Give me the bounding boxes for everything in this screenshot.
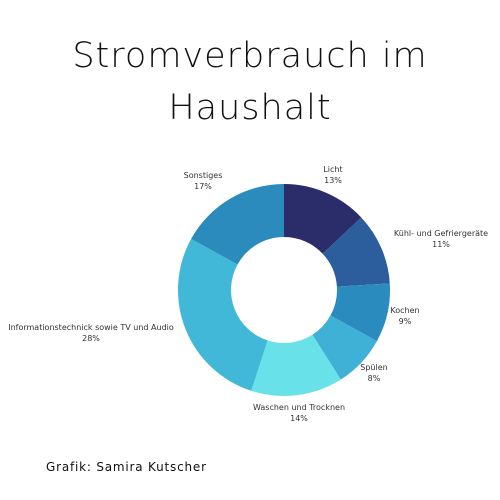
slice-category-label: Informationstechnick sowie TV und Audio bbox=[8, 323, 174, 332]
slice-category-label: Kühl- und Gefriergeräte bbox=[394, 229, 488, 238]
slice-value-label: 14% bbox=[290, 414, 308, 423]
slice-category-label: Kochen bbox=[390, 306, 419, 315]
chart-title-line-1: Stromverbrauch im bbox=[72, 36, 428, 76]
donut-slice-2 bbox=[322, 217, 390, 287]
slice-labels: Licht 13% Kühl- und Gefriergeräte 11% Kochen… bbox=[8, 165, 488, 423]
slice-value-label: 11% bbox=[432, 240, 450, 249]
slice-value-label: 8% bbox=[368, 374, 381, 383]
slice-category-label: Waschen und Trocknen bbox=[253, 403, 345, 412]
donut-slice-4 bbox=[312, 315, 377, 380]
donut-slice-7 bbox=[191, 184, 284, 265]
donut-slice-5 bbox=[251, 334, 341, 396]
slice-value-label: 13% bbox=[324, 176, 342, 185]
slice-category-label: Spülen bbox=[360, 363, 387, 372]
donut-slice-6 bbox=[178, 238, 268, 391]
donut-slice-1 bbox=[284, 184, 362, 254]
chart-credit: Grafik: Samira Kutscher bbox=[46, 460, 207, 474]
slice-value-label: 9% bbox=[399, 317, 412, 326]
donut-slice-3 bbox=[330, 283, 390, 342]
donut-slices bbox=[178, 184, 390, 396]
slice-value-label: 28% bbox=[82, 334, 100, 343]
chart-title-line-2: Haushalt bbox=[168, 88, 332, 128]
chart-title: Stromverbrauch im Haushalt bbox=[0, 30, 500, 134]
slice-category-label: Licht bbox=[323, 165, 342, 174]
slice-category-label: Sonstiges bbox=[184, 171, 223, 180]
slice-value-label: 17% bbox=[194, 182, 212, 191]
